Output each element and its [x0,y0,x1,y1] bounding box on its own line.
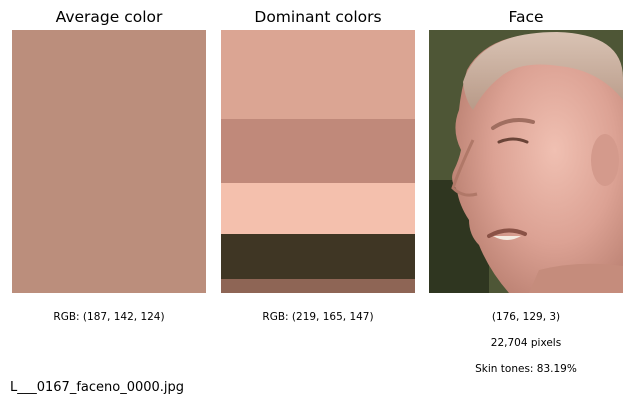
face-image [429,30,623,293]
filename-label: L___0167_faceno_0000.jpg [10,380,185,395]
dominant-colors-title: Dominant colors [254,8,382,26]
face-shape-caption: (176, 129, 3) [491,311,561,323]
dominant-color-band [221,118,415,183]
dominant-color-band [221,233,415,279]
dominant-colors-stack [221,30,415,293]
dominant-color-band [221,182,415,234]
dominant-colors-caption: RGB: (219, 165, 147) [262,311,374,323]
average-color-swatch [12,30,206,293]
face-pixels-caption: 22,704 pixels [490,337,562,349]
skin-tones-caption: Skin tones: 83.19% [475,363,577,375]
face-title: Face [508,8,544,26]
dominant-color-band [221,278,415,293]
dominant-color-band [221,30,415,119]
average-color-title: Average color [55,8,163,26]
average-color-caption: RGB: (187, 142, 124) [53,311,165,323]
